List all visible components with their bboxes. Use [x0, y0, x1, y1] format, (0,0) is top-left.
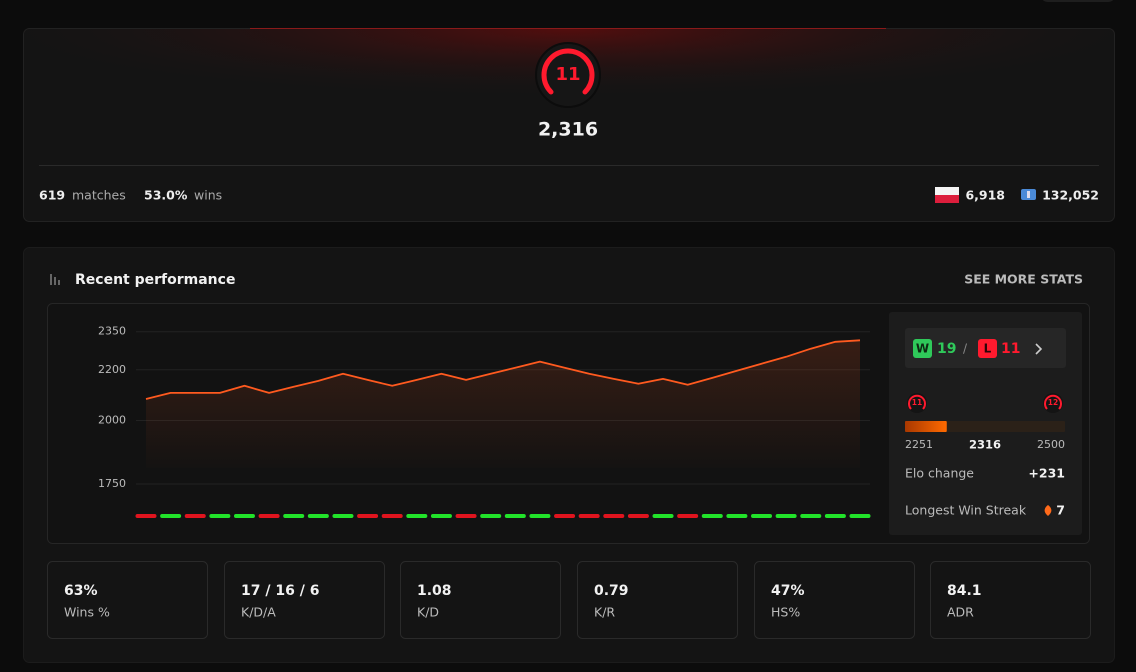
level: 11	[555, 64, 580, 85]
country-flag	[935, 187, 959, 203]
win-badge: W	[916, 342, 929, 356]
section-title: Recent performance	[75, 272, 235, 288]
stat-label: K/D/A	[241, 605, 276, 620]
progress-fill	[905, 421, 947, 432]
level-ring	[541, 48, 595, 95]
stat-value: 17 / 16 / 6	[241, 583, 319, 599]
progress-max: 2500	[1037, 438, 1065, 451]
chevron	[1035, 343, 1043, 355]
streak-label: Longest Win Streak	[905, 503, 1027, 518]
record-separator: /	[963, 342, 968, 356]
stat-value: 84.1	[947, 583, 982, 599]
progress-min: 2251	[905, 438, 933, 451]
avatar-fragment[interactable]	[1040, 0, 1116, 2]
wins-count: 19	[937, 341, 956, 357]
y-tick-label: 2000	[98, 414, 126, 427]
stat-card	[754, 561, 915, 639]
win-rate: 53.0%	[144, 188, 188, 203]
y-tick-label: 2200	[98, 363, 126, 376]
stat-value: 47%	[771, 583, 805, 599]
chart-icon	[50, 274, 60, 285]
losses-count: 11	[1001, 341, 1020, 357]
stat-card	[930, 561, 1091, 639]
elo-line	[145, 339, 861, 400]
progress	[905, 421, 947, 432]
elo-change: +231	[1028, 466, 1065, 481]
country-rank: 6,918	[965, 188, 1005, 203]
min-level: 11	[912, 398, 922, 407]
y-tick-label: 2350	[98, 325, 126, 338]
win-badge-bg	[913, 339, 932, 358]
stat-label: K/D	[417, 605, 439, 620]
max-level: 12	[1048, 398, 1058, 407]
region-icon	[1021, 189, 1036, 200]
y-tick-label: 1750	[98, 477, 126, 490]
stat-value: 0.79	[594, 583, 629, 599]
stat-cards: 63% Wins % 17 / 16 / 6 K/D/A 1.08 K/D 0.79 K/R 4…	[47, 561, 1091, 639]
max-level-ring	[1044, 394, 1062, 410]
stat-card	[577, 561, 738, 639]
stat-value: 1.08	[417, 583, 452, 599]
stat-card	[400, 561, 561, 639]
stat-label: ADR	[947, 605, 974, 620]
wins-label: wins	[194, 188, 222, 203]
see-more-link[interactable]: SEE MORE STATS	[964, 272, 1083, 287]
matches-count: 619	[39, 188, 65, 203]
loss-badge: L	[984, 342, 992, 356]
min-level-ring	[908, 394, 926, 410]
stat-card	[224, 561, 385, 639]
fire-icon	[1044, 505, 1052, 516]
matches-label: matches	[72, 188, 126, 203]
loss-badge-bg	[978, 339, 997, 358]
stat-card	[47, 561, 208, 639]
area	[146, 340, 860, 468]
streak-value: 7	[1056, 503, 1065, 518]
stat-label: HS%	[771, 605, 800, 620]
progress-current: 2316	[969, 438, 1001, 452]
elo-chart: 1750 2000 2200 2350	[98, 325, 871, 518]
elo-change-label: Elo change	[905, 466, 974, 481]
stat-value: 63%	[64, 583, 98, 599]
stat-label: K/R	[594, 605, 615, 620]
stat-label: Wins %	[64, 605, 110, 620]
region-rank: 132,052	[1042, 188, 1099, 203]
elo: 2,316	[538, 119, 598, 141]
